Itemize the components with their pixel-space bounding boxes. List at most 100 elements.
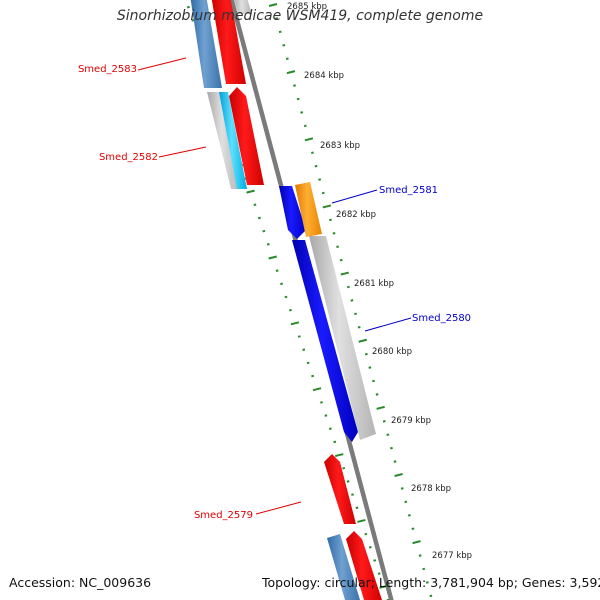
minor-tick <box>407 514 411 517</box>
minor-tick <box>332 232 336 235</box>
cds-feature-smed2578[interactable] <box>346 531 382 600</box>
gene-feature-smed2582-highlight[interactable] <box>219 92 247 189</box>
minor-tick <box>275 17 279 20</box>
minor-tick <box>400 487 404 490</box>
minor-tick <box>328 427 332 430</box>
minor-tick <box>333 440 337 444</box>
leader-line-smed2580 <box>364 317 412 332</box>
gene-labels: Smed_2583 Smed_2582 Smed_2581 Smed_2580 … <box>78 64 471 521</box>
minor-tick <box>262 229 266 233</box>
major-tick <box>268 3 278 7</box>
minor-tick <box>368 366 372 369</box>
minor-tick <box>278 30 282 34</box>
orf-feature-smed2582[interactable] <box>207 92 240 189</box>
gene-feature-smed2583-gene[interactable] <box>190 0 222 88</box>
tick-label: 2680 kbp <box>372 347 412 357</box>
major-tick <box>334 453 344 458</box>
tick-label: 2683 kbp <box>320 141 360 151</box>
reverse-strand-features <box>190 0 382 600</box>
minor-tick <box>368 546 372 549</box>
tick-label: 2681 kbp <box>354 279 394 289</box>
gene-label-smed2581[interactable]: Smed_2581 <box>379 185 438 196</box>
cds-feature-smed2582[interactable] <box>229 87 264 185</box>
leader-line-smed2582 <box>158 146 207 158</box>
tick-label: 2678 kbp <box>411 484 451 494</box>
minor-tick <box>425 581 429 584</box>
major-tick <box>286 70 296 75</box>
minor-tick <box>257 216 261 220</box>
tick-label: 2677 kbp <box>432 551 472 561</box>
minor-tick <box>375 393 379 396</box>
minor-tick <box>364 532 368 536</box>
minor-tick <box>314 164 318 168</box>
leader-line-smed2581 <box>331 189 378 204</box>
minor-tick <box>296 97 300 101</box>
minor-tick <box>422 567 426 571</box>
major-tick <box>358 338 367 343</box>
major-tick <box>290 321 300 326</box>
major-tick <box>412 540 421 545</box>
minor-tick <box>280 282 284 286</box>
major-tick <box>246 189 255 194</box>
major-tick <box>376 405 385 410</box>
major-tick <box>340 271 350 276</box>
minor-tick <box>253 203 257 207</box>
orf-feature-top[interactable] <box>233 0 252 14</box>
gene-label-smed2582[interactable]: Smed_2582 <box>99 152 158 163</box>
cds-feature-smed2580[interactable] <box>292 240 358 442</box>
major-tick <box>357 518 366 523</box>
minor-tick <box>389 446 393 450</box>
tick-label: 2685 kbp <box>287 2 327 12</box>
major-tick <box>379 584 388 589</box>
major-tick <box>312 387 322 392</box>
tick-label: 2684 kbp <box>304 71 344 81</box>
minor-tick <box>354 312 357 316</box>
minor-tick <box>429 594 433 598</box>
tick-labels: 2685 kbp 2684 kbp 2683 kbp 2682 kbp 2681… <box>287 2 472 561</box>
minor-tick <box>293 84 296 87</box>
minor-tick <box>282 44 286 47</box>
cds-feature-smed2583[interactable] <box>211 0 246 84</box>
minor-tick <box>342 466 346 470</box>
cds-feature-smed2581[interactable] <box>279 186 306 239</box>
minor-tick <box>346 480 350 483</box>
cds-feature-smed2579[interactable] <box>324 454 356 524</box>
gene-feature-smed2581-gene[interactable] <box>295 182 322 237</box>
gene-label-smed2583[interactable]: Smed_2583 <box>78 64 137 75</box>
minor-tick <box>320 401 323 404</box>
minor-tick <box>364 352 368 356</box>
minor-tick <box>351 493 354 496</box>
gene-feature-smed2578-gene[interactable] <box>327 534 360 600</box>
tick-label: 2679 kbp <box>391 416 431 426</box>
minor-tick <box>393 460 397 463</box>
minor-tick <box>372 379 375 383</box>
major-tick <box>268 255 277 260</box>
minor-tick <box>284 295 288 299</box>
leader-line-smed2583 <box>137 57 187 71</box>
orf-feature-smed2580[interactable] <box>309 236 376 440</box>
minor-tick <box>418 554 422 557</box>
minor-tick <box>191 19 195 22</box>
minor-tick <box>266 243 270 246</box>
gene-label-leaders <box>137 57 412 515</box>
minor-tick <box>288 308 292 312</box>
gene-label-smed2580[interactable]: Smed_2580 <box>412 313 471 324</box>
minor-tick <box>321 191 325 195</box>
minor-tick <box>328 218 332 222</box>
major-tick <box>394 473 403 477</box>
forward-strand-features <box>233 0 376 442</box>
minor-tick <box>275 269 279 272</box>
minor-tick <box>318 178 322 181</box>
minor-tick <box>324 414 328 417</box>
minor-tick <box>311 374 315 378</box>
minor-tick <box>336 245 340 248</box>
minor-tick <box>346 285 350 289</box>
minor-tick <box>382 420 386 423</box>
minor-tick <box>306 361 310 365</box>
minor-tick <box>297 335 301 338</box>
minor-tick <box>386 433 390 436</box>
tick-label: 2682 kbp <box>336 210 376 220</box>
gene-label-smed2579[interactable]: Smed_2579 <box>194 510 253 521</box>
minor-tick <box>339 258 343 262</box>
